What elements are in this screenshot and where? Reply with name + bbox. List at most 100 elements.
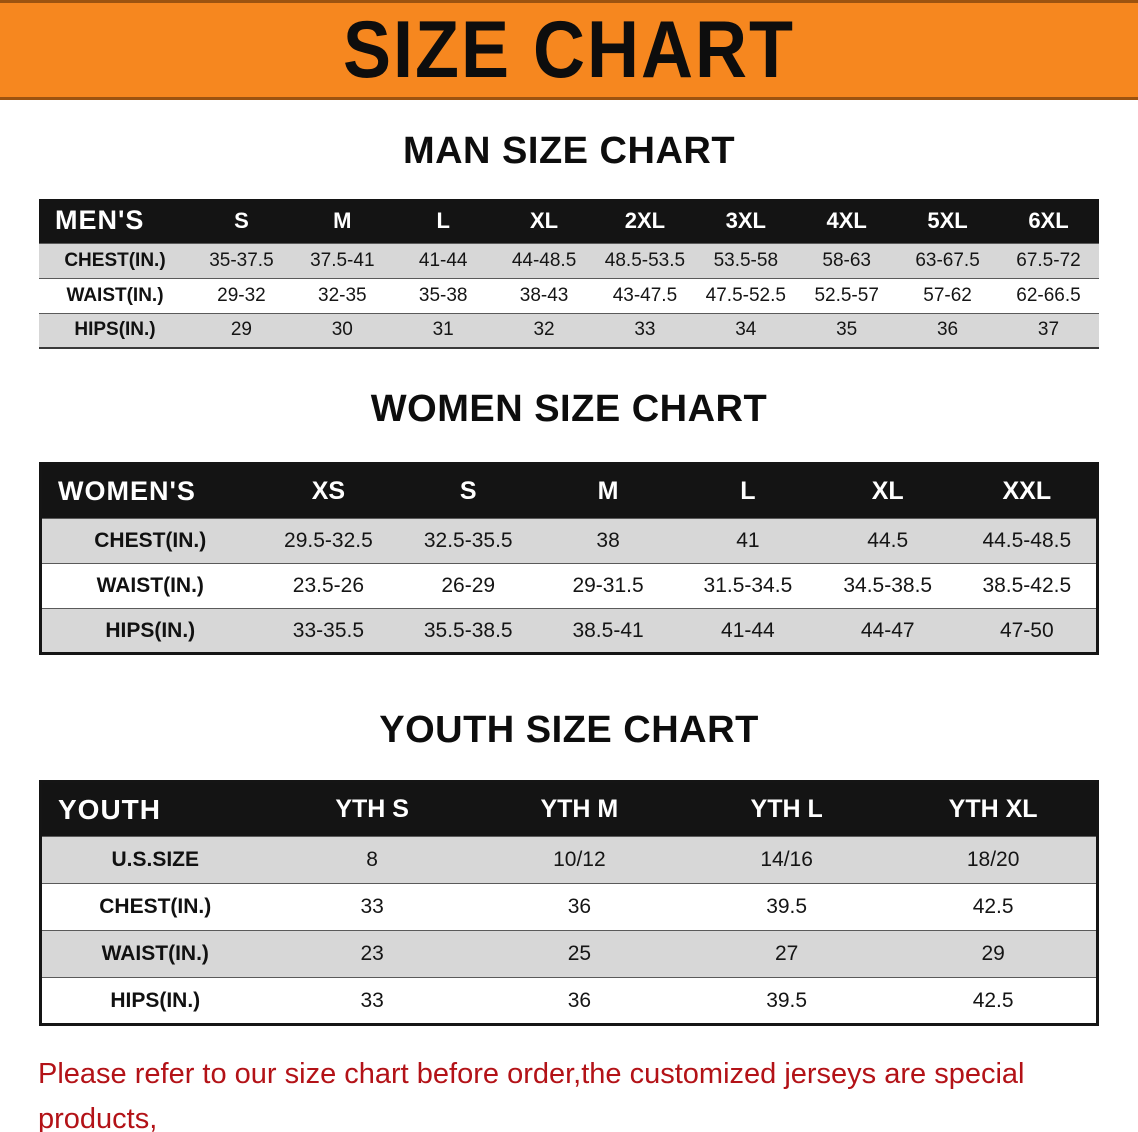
measurement-cell: 27: [774, 942, 799, 965]
youth-size-section: YOUTH SIZE CHART YOUTH YTH S YTH M YTH L YTH…: [0, 710, 1138, 1026]
measurement-cell: 29.5-32.5: [284, 529, 373, 552]
size-column-header: 2XL: [594, 199, 696, 243]
youth-section-heading: YOUTH SIZE CHART: [379, 709, 759, 751]
row-label: HIPS(IN.): [110, 988, 201, 1012]
size-column-header: 6XL: [998, 199, 1099, 243]
measurement-cell: 39.5: [766, 895, 808, 918]
row-label: WAIST(IN.): [66, 284, 164, 306]
size-column-header: XXL: [957, 463, 1098, 519]
women-section-heading: WOMEN SIZE CHART: [370, 388, 768, 430]
measurement-cell: 36: [567, 895, 592, 918]
row-label: CHEST(IN.): [99, 895, 212, 918]
measurement-cell: 42.5: [972, 895, 1014, 918]
row-label: U.S.SIZE: [111, 848, 200, 871]
youth-size-table: YOUTH YTH S YTH M YTH L YTH XL U.S.SIZE 8 10/12…: [39, 780, 1099, 1026]
size-column-header: YTH S: [268, 781, 476, 837]
measurement-cell: 44.5: [867, 529, 909, 552]
measurement-cell: 29-31.5: [572, 574, 644, 597]
measurement-cell: 32-35: [318, 284, 367, 306]
size-column-header: 5XL: [897, 199, 998, 243]
measurement-cell: 38.5-41: [572, 618, 644, 642]
measurement-cell: 33: [360, 895, 384, 918]
table-row: CHEST(IN.) 29.5-32.5 32.5-35.5 38 41 44.5 44.5…: [40, 518, 1098, 564]
table-row: WAIST(IN.) 23.5-26 26-29 29-31.5 31.5-34.5 34…: [40, 563, 1098, 609]
measurement-cell: 53.5-58: [713, 249, 779, 271]
measurement-cell: 33: [634, 319, 656, 341]
size-column-header: 4XL: [796, 199, 898, 243]
measurement-cell: 41-44: [721, 618, 775, 642]
measurement-cell: 23.5-26: [292, 574, 365, 597]
size-column-header: S: [398, 463, 539, 519]
size-column-header: L: [677, 463, 818, 519]
measurement-cell: 57-62: [923, 284, 972, 306]
measurement-cell: 18/20: [966, 848, 1020, 871]
size-chart-banner: SIZE CHART: [0, 0, 1138, 100]
table-row: HIPS(IN.) 33-35.5 35.5-38.5 38.5-41 41-44 44-…: [40, 608, 1098, 654]
size-column-header: M: [291, 199, 393, 243]
measurement-cell: 38.5-42.5: [982, 574, 1072, 597]
measurement-cell: 39.5: [766, 988, 808, 1012]
footer-note: Please refer to our size chart before or…: [38, 1052, 1100, 1132]
table-corner-title: MEN'S: [39, 199, 191, 243]
measurement-cell: 48.5-53.5: [604, 249, 686, 271]
footer-line-1: Please refer to our size chart before or…: [38, 1058, 1025, 1132]
size-column-header: 3XL: [695, 199, 797, 243]
measurement-cell: 67.5-72: [1016, 249, 1081, 271]
table-header-row: YOUTH YTH S YTH M YTH L YTH XL: [40, 781, 1098, 837]
measurement-cell: 52.5-57: [814, 284, 879, 306]
measurement-cell: 34: [735, 319, 757, 341]
size-column-header: XL: [493, 199, 595, 243]
measurement-cell: 44.5-48.5: [982, 529, 1072, 552]
measurement-cell: 47.5-52.5: [705, 284, 786, 306]
table-corner-title: WOMEN'S: [40, 463, 259, 519]
table-row: CHEST(IN.) 35-37.5 37.5-41 41-44 44-48.5 48.5…: [39, 243, 1099, 278]
measurement-cell: 35-38: [418, 284, 468, 306]
measurement-cell: 8: [366, 848, 378, 871]
size-column-header: S: [191, 199, 292, 243]
size-column-header: YTH L: [683, 781, 891, 837]
measurement-cell: 31: [432, 319, 454, 341]
row-label: CHEST(IN.): [94, 529, 207, 552]
measurement-cell: 47-50: [999, 618, 1054, 642]
measurement-cell: 36: [567, 988, 592, 1012]
measurement-cell: 14/16: [760, 848, 813, 871]
measurement-cell: 44-47: [860, 618, 915, 642]
measurement-cell: 35.5-38.5: [423, 618, 513, 642]
measurement-cell: 38: [596, 529, 620, 552]
table-corner-title: YOUTH: [40, 781, 269, 837]
table-header-row: WOMEN'S XS S M L XL XXL: [40, 463, 1098, 519]
measurement-cell: 29: [230, 319, 252, 341]
measurement-cell: 44-48.5: [511, 249, 577, 271]
measurement-cell: 35-37.5: [209, 249, 274, 271]
row-label: WAIST(IN.): [96, 574, 204, 597]
table-row: WAIST(IN.) 23 25 27 29: [40, 930, 1098, 978]
size-column-header: XL: [817, 463, 958, 519]
measurement-cell: 38-43: [519, 284, 569, 306]
measurement-cell: 41: [736, 529, 760, 552]
row-label: WAIST(IN.): [101, 942, 209, 965]
measurement-cell: 29: [981, 942, 1005, 965]
measurement-cell: 33: [360, 988, 384, 1012]
table-row: HIPS(IN.) 33 36 39.5 42.5: [40, 977, 1098, 1025]
measurement-cell: 62-66.5: [1016, 284, 1081, 306]
measurement-cell: 33-35.5: [292, 618, 365, 642]
size-column-header: M: [538, 463, 678, 519]
page-title: SIZE CHART: [343, 5, 795, 95]
measurement-cell: 42.5: [972, 988, 1014, 1012]
women-size-section: WOMEN SIZE CHART WOMEN'S XS S M L XL XXL CHEST(…: [0, 389, 1138, 655]
measurement-cell: 37.5-41: [310, 249, 375, 271]
men-section-heading: MAN SIZE CHART: [402, 130, 736, 172]
men-size-table: MEN'S S M L XL 2XL 3XL 4XL 5XL 6XL CHEST(IN.) 35-37…: [39, 199, 1099, 349]
measurement-cell: 25: [567, 942, 592, 965]
measurement-cell: 58-63: [822, 249, 871, 271]
women-size-table: WOMEN'S XS S M L XL XXL CHEST(IN.) 29.5-32.5 32.5…: [39, 462, 1099, 655]
measurement-cell: 23: [360, 942, 384, 965]
measurement-cell: 32.5-35.5: [423, 529, 513, 552]
measurement-cell: 10/12: [553, 848, 606, 871]
measurement-cell: 43-47.5: [612, 284, 678, 306]
size-column-header: YTH M: [475, 781, 683, 837]
table-row: WAIST(IN.) 29-32 32-35 35-38 38-43 43-47.5 47.…: [39, 278, 1099, 313]
measurement-cell: 36: [936, 319, 959, 341]
measurement-cell: 29-32: [217, 284, 266, 306]
